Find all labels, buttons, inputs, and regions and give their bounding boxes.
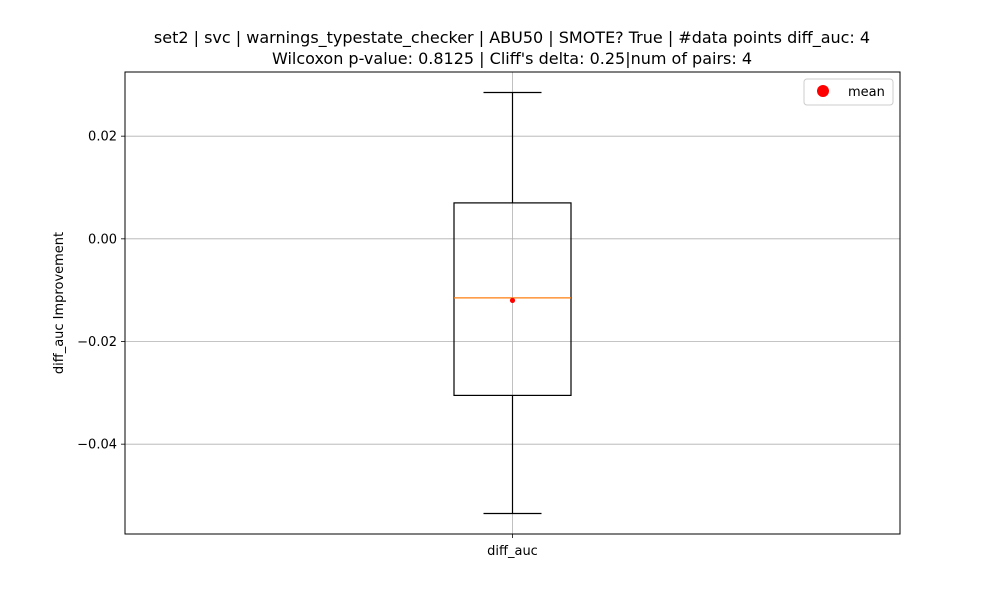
- plot-area-frame: [124, 71, 901, 535]
- chart-title-line-2: Wilcoxon p-value: 0.8125 | Cliff's delta…: [272, 49, 752, 68]
- y-tick-label: 0.00: [88, 232, 117, 247]
- legend: mean: [803, 78, 894, 106]
- tick-layer: −0.04 −0.02 0.00 0.02 diff_auc: [77, 130, 538, 559]
- y-axis-label: diff_auc Improvement: [52, 232, 67, 374]
- y-tick-label: 0.02: [88, 130, 117, 145]
- legend-mean-marker: [817, 85, 829, 97]
- y-tick-label: −0.02: [77, 335, 117, 350]
- interquartile-box: [453, 202, 572, 396]
- box-layer: [453, 91, 572, 515]
- legend-box: [803, 78, 894, 106]
- chart-title-line-1: set2 | svc | warnings_typestate_checker …: [154, 28, 870, 48]
- x-tick-label: diff_auc: [487, 544, 538, 559]
- y-tick-label: −0.04: [77, 438, 117, 453]
- mean-marker: [509, 297, 516, 304]
- legend-mean-label: mean: [848, 85, 885, 100]
